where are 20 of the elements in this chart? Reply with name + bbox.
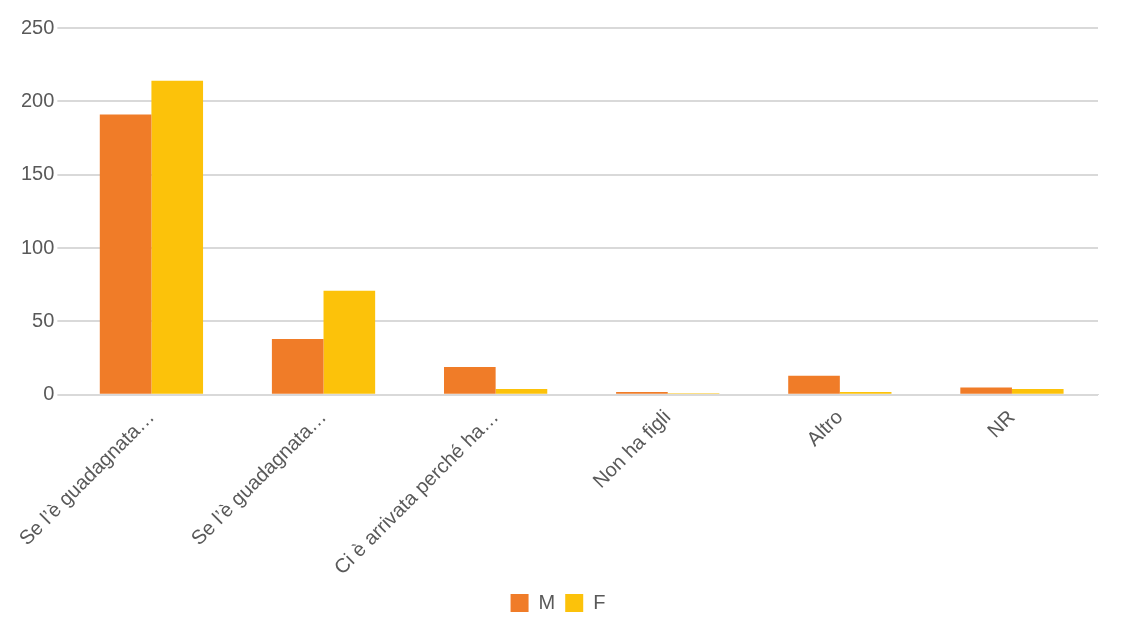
bar bbox=[271, 339, 324, 394]
legend-label: M bbox=[538, 590, 556, 613]
bar bbox=[99, 114, 152, 394]
legend-label: F bbox=[593, 590, 606, 613]
bar bbox=[444, 366, 496, 394]
x-tick-label: Non ha figli bbox=[588, 405, 675, 492]
bar bbox=[1011, 388, 1064, 394]
x-tick-label: NR bbox=[982, 405, 1019, 442]
bar bbox=[960, 387, 1012, 394]
y-tick-label: 100 bbox=[20, 235, 55, 258]
bar bbox=[323, 290, 376, 394]
x-tick-label: Altro bbox=[801, 405, 847, 451]
y-tick-label: 200 bbox=[20, 88, 55, 111]
bar bbox=[788, 375, 840, 394]
y-tick-label: 50 bbox=[32, 308, 55, 331]
y-tick-label: 0 bbox=[43, 382, 55, 405]
y-tick-label: 250 bbox=[20, 15, 55, 38]
y-tick-label: 150 bbox=[20, 162, 55, 185]
bar bbox=[151, 80, 204, 394]
bar bbox=[495, 388, 548, 394]
